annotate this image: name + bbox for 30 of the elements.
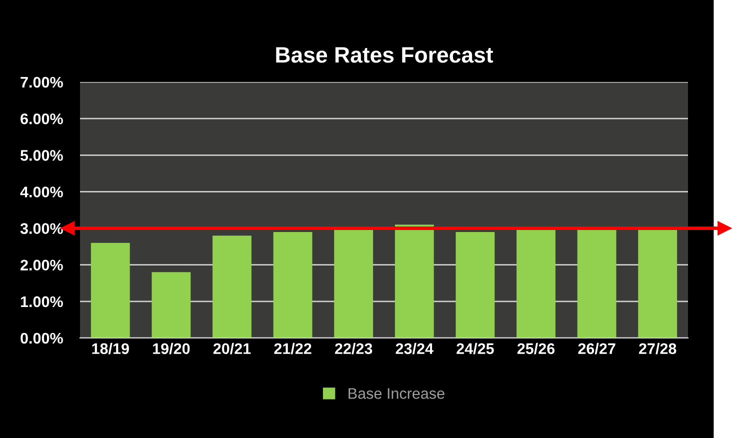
bar bbox=[394, 224, 434, 338]
y-tick-label: 7.00% bbox=[20, 76, 63, 88]
bar bbox=[577, 228, 616, 338]
x-tick-label: 21/22 bbox=[274, 342, 312, 354]
bar bbox=[152, 272, 191, 338]
bar bbox=[212, 236, 252, 338]
x-tick-label: 27/28 bbox=[639, 342, 676, 354]
x-tick-label: 22/23 bbox=[335, 342, 372, 354]
y-tick-label: 6.00% bbox=[20, 113, 63, 124]
x-tick-label: 25/26 bbox=[517, 342, 555, 354]
y-tick-label: 3.00% bbox=[20, 223, 63, 234]
x-tick-label: 23/24 bbox=[396, 342, 434, 354]
legend-label: Base Increase bbox=[348, 388, 444, 399]
bar bbox=[334, 228, 374, 338]
x-tick-label: 24/25 bbox=[456, 342, 494, 354]
x-tick-label: 18/19 bbox=[92, 342, 129, 354]
y-tick-label: 4.00% bbox=[20, 186, 63, 198]
y-tick-label: 1.00% bbox=[20, 296, 63, 308]
bar bbox=[638, 228, 678, 338]
x-tick-label: 20/21 bbox=[213, 342, 251, 354]
x-tick-label: 26/27 bbox=[578, 342, 616, 354]
x-tick-label: 19/20 bbox=[153, 342, 190, 354]
bar bbox=[456, 232, 495, 338]
bar bbox=[516, 228, 556, 338]
y-tick-label: 5.00% bbox=[20, 150, 63, 161]
y-tick-label: 0.00% bbox=[20, 332, 63, 344]
y-tick-label: 2.00% bbox=[20, 260, 63, 271]
chart-title: Base Rates Forecast bbox=[276, 47, 494, 63]
bar bbox=[273, 232, 312, 338]
bar bbox=[90, 242, 130, 338]
